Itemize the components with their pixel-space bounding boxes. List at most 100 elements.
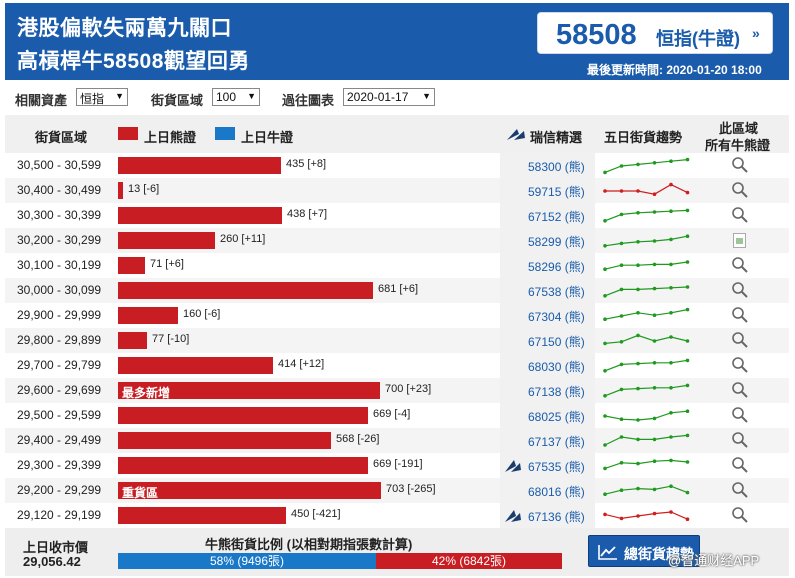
- col-pick: 瑞信精選: [530, 130, 583, 145]
- bear-volume-bar: [118, 207, 282, 224]
- magnifier-search-icon[interactable]: [731, 306, 749, 324]
- sparkline-path: [604, 410, 688, 421]
- magnifier-search-icon[interactable]: [731, 506, 749, 524]
- sparkline-point: [619, 387, 624, 392]
- table-row: 30,100 - 30,199 71 [+6] 58296 (熊): [5, 253, 789, 278]
- featured-label: 恒指(牛證): [656, 29, 740, 49]
- col-range: 街貨區域: [35, 130, 88, 145]
- warrant-code-link[interactable]: 67150 (熊): [528, 335, 585, 349]
- warrant-code-link[interactable]: 67138 (熊): [528, 385, 585, 399]
- magnifier-search-icon[interactable]: [731, 206, 749, 224]
- prev-close-label: 上日收市價: [23, 540, 89, 555]
- bear-volume-bar: [118, 432, 331, 449]
- magnifier-search-icon[interactable]: [731, 331, 749, 349]
- sparkline-path: [604, 235, 688, 247]
- sparkline-point: [652, 262, 657, 267]
- sparkline-point: [652, 459, 657, 463]
- magnifier-search-icon[interactable]: [731, 381, 749, 399]
- headline-line-2: 高槓桿牛58508觀望回勇: [17, 50, 250, 73]
- warrant-code-link[interactable]: 59715 (熊): [528, 185, 585, 199]
- featured-code: 58508: [556, 19, 637, 51]
- sparkline-point: [669, 237, 673, 242]
- sparkline-point: [685, 517, 690, 521]
- sparkline-point: [603, 369, 607, 373]
- sparkline-point: [652, 239, 657, 243]
- warrant-code-link[interactable]: 67137 (熊): [528, 435, 585, 449]
- magnifier-search-icon[interactable]: [731, 431, 749, 449]
- table-row: 30,200 - 30,299 260 [+11] 58299 (熊): [5, 228, 789, 253]
- sparkline-point: [619, 435, 624, 439]
- sparkline-path: [604, 459, 688, 469]
- total-trend-button[interactable]: 總街貨趨勢: [588, 535, 700, 567]
- featured-warrant-link[interactable]: 58508 恒指(牛證) »: [537, 12, 773, 54]
- warrant-code-link[interactable]: 67538 (熊): [528, 285, 585, 299]
- sparkline-path: [605, 183, 688, 195]
- credit-suisse-sails-icon: [505, 460, 521, 472]
- range-label: 29,600 - 29,699: [17, 383, 102, 397]
- magnifier-search-icon[interactable]: [731, 181, 749, 199]
- table-header: 街貨區域 上日熊證 上日牛證 瑞信精選 五日街貨趨勢 此區域 所有牛熊證: [5, 115, 789, 153]
- magnifier-search-icon[interactable]: [731, 256, 749, 274]
- bear-volume-bar: 最多新增: [118, 382, 380, 400]
- zone-select[interactable]: 100 ▼: [212, 88, 260, 106]
- warrant-code-link[interactable]: 58300 (熊): [528, 160, 585, 174]
- total-trend-label: 總街貨趨勢: [624, 546, 694, 562]
- sparkline-point: [652, 192, 657, 196]
- sparkline-point: [619, 461, 624, 465]
- warrant-code-link[interactable]: 68030 (熊): [528, 360, 585, 374]
- magnifier-search-icon[interactable]: [731, 281, 749, 299]
- sparkline-path: [604, 359, 688, 372]
- history-date-select[interactable]: 2020-01-17 ▼: [343, 88, 435, 106]
- pick-cell: [500, 428, 595, 453]
- pick-cell: [500, 353, 595, 378]
- sparkline-point: [669, 435, 673, 439]
- credit-suisse-sails-icon: [505, 510, 521, 522]
- ratio-title: 牛熊街貨比例 (以相對期指張數計算): [205, 537, 413, 552]
- sparkline-path: [604, 286, 688, 297]
- sparkline-point: [619, 287, 624, 292]
- magnifier-search-icon[interactable]: [731, 406, 749, 424]
- table-row: 30,300 - 30,399 438 [+7] 67152 (熊): [5, 203, 789, 228]
- trend-chart-icon: [598, 545, 617, 560]
- sparkline-point: [636, 263, 640, 267]
- warrant-code-link[interactable]: 67152 (熊): [528, 210, 585, 224]
- warrant-code-link[interactable]: 67304 (熊): [528, 310, 585, 324]
- bear-legend-label: 上日熊證: [144, 130, 197, 145]
- magnifier-search-icon[interactable]: [731, 456, 749, 474]
- warrant-code-link[interactable]: 68016 (熊): [528, 485, 585, 499]
- volume-value: 13 [-6]: [128, 183, 160, 195]
- sparkline-point: [685, 490, 690, 495]
- sparkline-point: [669, 386, 673, 390]
- broken-image-icon[interactable]: [733, 233, 746, 248]
- warrant-code-link[interactable]: 58299 (熊): [528, 235, 585, 249]
- table-row: 29,700 - 29,799 414 [+12] 68030 (熊): [5, 353, 789, 378]
- warrant-code-link[interactable]: 67535 (熊): [528, 460, 585, 474]
- sparkline-point: [603, 170, 607, 175]
- volume-value: 568 [-26]: [336, 433, 380, 445]
- watermark: @智通财经APP: [668, 553, 760, 568]
- magnifier-search-icon[interactable]: [731, 156, 749, 174]
- asset-select[interactable]: 恒指 ▼: [76, 88, 128, 106]
- sparkline-path: [604, 384, 688, 397]
- sparkline-point: [652, 386, 657, 390]
- sparkline-path: [604, 309, 688, 320]
- bull-legend-swatch: [215, 127, 235, 140]
- warrant-code-link[interactable]: 67136 (熊): [528, 510, 585, 524]
- sparkline-point: [603, 414, 607, 418]
- five-day-trend-sparkline: [603, 510, 690, 521]
- table-row: 29,400 - 29,499 568 [-26] 67137 (熊): [5, 428, 789, 453]
- sparkline-point: [619, 241, 624, 246]
- sparkline-point: [603, 244, 607, 248]
- sparkline-point: [685, 260, 690, 264]
- sparkline-point: [669, 209, 673, 213]
- warrant-code-link[interactable]: 68025 (熊): [528, 410, 585, 424]
- range-label: 29,900 - 29,999: [17, 308, 102, 322]
- bull-bear-ratio-bar: 58% (9496張) 42% (6842張): [118, 553, 562, 569]
- range-label: 29,500 - 29,599: [17, 408, 102, 422]
- sparkline-point: [636, 386, 640, 391]
- magnifier-search-icon[interactable]: [731, 356, 749, 374]
- five-day-trend-sparkline: [603, 484, 690, 496]
- warrant-code-link[interactable]: 58296 (熊): [528, 260, 585, 274]
- sparkline-point: [619, 164, 624, 168]
- magnifier-search-icon[interactable]: [731, 481, 749, 499]
